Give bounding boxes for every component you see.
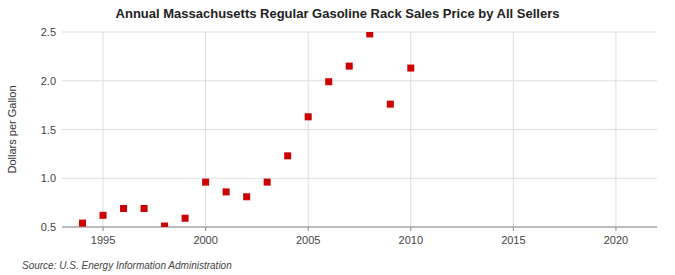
x-tick [410, 227, 411, 231]
y-axis-label: Dollars per Gallon [6, 85, 18, 173]
chart: Annual Massachusetts Regular Gasoline Ra… [0, 0, 675, 275]
x-tick-label: 2005 [296, 234, 320, 246]
point [243, 193, 250, 200]
x-tick [615, 227, 616, 231]
y-grid-line [62, 32, 657, 33]
x-tick-label: 2020 [604, 234, 628, 246]
point [79, 220, 86, 227]
y-tick-label: 2.0 [41, 75, 56, 87]
point [325, 78, 332, 85]
x-grid-line [308, 32, 309, 227]
y-tick-label: 0.5 [41, 221, 56, 233]
source-note: Source: U.S. Energy Information Administ… [22, 260, 232, 271]
point [346, 63, 353, 70]
x-tick [513, 227, 514, 231]
x-tick-label: 2015 [501, 234, 525, 246]
point [202, 179, 209, 186]
y-grid-line [62, 227, 657, 228]
points [79, 32, 414, 227]
grid [62, 32, 657, 227]
x-tick-label: 1995 [91, 234, 115, 246]
point [387, 101, 394, 108]
x-tick [103, 227, 104, 231]
x-tick-label: 2000 [193, 234, 217, 246]
point [161, 223, 168, 227]
point [141, 205, 148, 212]
title: Annual Massachusetts Regular Gasoline Ra… [116, 6, 560, 21]
x-tick [308, 227, 309, 231]
point [284, 152, 291, 159]
point [223, 188, 230, 195]
x-grid-line [615, 32, 616, 227]
x-tick-label: 2010 [399, 234, 423, 246]
x-grid-line [513, 32, 514, 227]
point [264, 179, 271, 186]
point [120, 205, 127, 212]
y-grid-line [62, 129, 657, 130]
y-grid-line [62, 80, 657, 81]
y-tick-label: 1.5 [41, 124, 56, 136]
x-axis-line [62, 227, 657, 228]
x-tick [205, 227, 206, 231]
point [100, 212, 107, 219]
x-grid-line [103, 32, 104, 227]
axes: 0.5 1.0 1.5 2.0 2.5 1995 2000 2005 2010 2015 2020 [41, 26, 657, 246]
point [305, 113, 312, 120]
point [407, 65, 414, 72]
x-grid-line [205, 32, 206, 227]
y-grid-line [62, 178, 657, 179]
point [182, 215, 189, 222]
y-tick-label: 2.5 [41, 26, 56, 38]
x-grid-line [410, 32, 411, 227]
point [366, 32, 373, 37]
y-tick-label: 1.0 [41, 172, 56, 184]
